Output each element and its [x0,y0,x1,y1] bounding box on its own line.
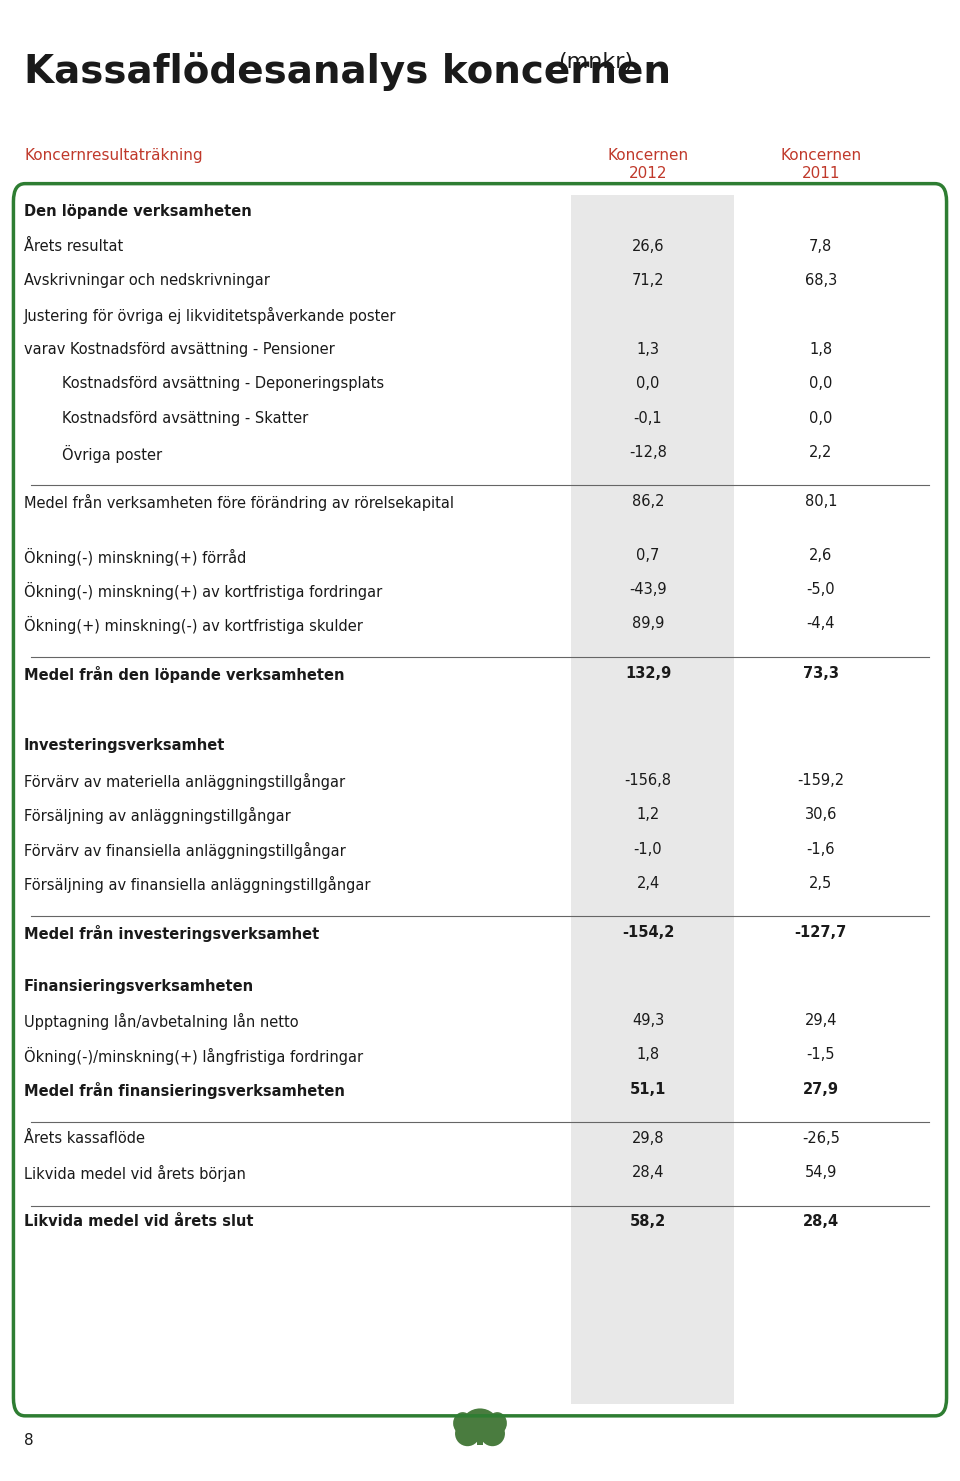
Text: 2,2: 2,2 [809,444,832,461]
Text: 89,9: 89,9 [632,616,664,631]
Text: Medel från finansieringsverksamheten: Medel från finansieringsverksamheten [24,1081,345,1099]
Text: 26,6: 26,6 [632,238,664,253]
Text: 80,1: 80,1 [804,495,837,509]
Text: Årets kassaflöde: Årets kassaflöde [24,1131,145,1146]
Text: Övriga poster: Övriga poster [62,444,162,464]
Text: Ökning(-) minskning(+) förråd: Ökning(-) minskning(+) förråd [24,548,247,566]
Text: Den löpande verksamheten: Den löpande verksamheten [24,204,252,219]
Text: Medel från investeringsverksamhet: Medel från investeringsverksamhet [24,926,320,942]
Text: 68,3: 68,3 [804,273,837,289]
Text: varav Kostnadsförd avsättning - Pensioner: varav Kostnadsförd avsättning - Pensione… [24,342,335,357]
Text: 132,9: 132,9 [625,665,671,681]
Text: 29,8: 29,8 [632,1131,664,1146]
Text: 86,2: 86,2 [632,495,664,509]
Text: Koncernen
2012: Koncernen 2012 [608,148,688,181]
Text: 58,2: 58,2 [630,1214,666,1229]
Text: 27,9: 27,9 [803,1081,839,1097]
Text: Medel från den löpande verksamheten: Medel från den löpande verksamheten [24,665,345,683]
Text: Förvärv av materiella anläggningstillgångar: Förvärv av materiella anläggningstillgån… [24,773,346,789]
FancyBboxPatch shape [571,195,734,1404]
Text: 29,4: 29,4 [804,1013,837,1028]
Text: Koncernen
2011: Koncernen 2011 [780,148,861,181]
Text: 28,4: 28,4 [632,1166,664,1180]
Ellipse shape [462,1408,498,1441]
Bar [477,1431,483,1445]
Text: 49,3: 49,3 [632,1013,664,1028]
Text: 2,4: 2,4 [636,875,660,892]
Text: Kassaflödesanalys koncernen: Kassaflödesanalys koncernen [24,52,684,90]
Text: -1,5: -1,5 [806,1047,835,1062]
Text: -12,8: -12,8 [629,444,667,461]
Text: 2,6: 2,6 [809,548,832,563]
Text: Likvida medel vid årets slut: Likvida medel vid årets slut [24,1214,253,1229]
Text: 30,6: 30,6 [804,807,837,822]
Text: -5,0: -5,0 [806,582,835,597]
Text: -1,0: -1,0 [634,841,662,856]
Text: Försäljning av anläggningstillgångar: Försäljning av anläggningstillgångar [24,807,291,823]
Text: Årets resultat: Årets resultat [24,238,123,253]
Text: Ökning(+) minskning(-) av kortfristiga skulder: Ökning(+) minskning(-) av kortfristiga s… [24,616,363,634]
Text: Likvida medel vid årets början: Likvida medel vid årets början [24,1166,246,1182]
Text: 0,0: 0,0 [809,410,832,425]
Text: Försäljning av finansiella anläggningstillgångar: Försäljning av finansiella anläggningsti… [24,875,371,893]
Text: Kostnadsförd avsättning - Deponeringsplats: Kostnadsförd avsättning - Deponeringspla… [62,376,385,391]
Text: Förvärv av finansiella anläggningstillgångar: Förvärv av finansiella anläggningstillgå… [24,841,346,859]
Text: -154,2: -154,2 [622,926,674,940]
Text: 73,3: 73,3 [803,665,839,681]
Text: (mnkr): (mnkr) [558,52,633,73]
Text: 1,8: 1,8 [809,342,832,357]
Text: Kostnadsförd avsättning - Skatter: Kostnadsförd avsättning - Skatter [62,410,309,425]
Text: Investeringsverksamhet: Investeringsverksamhet [24,739,226,754]
Text: Ökning(-) minskning(+) av kortfristiga fordringar: Ökning(-) minskning(+) av kortfristiga f… [24,582,382,600]
Ellipse shape [488,1413,507,1434]
Text: 7,8: 7,8 [809,238,832,253]
Ellipse shape [453,1413,472,1434]
Text: -127,7: -127,7 [795,926,847,940]
Text: 1,8: 1,8 [636,1047,660,1062]
Text: 71,2: 71,2 [632,273,664,289]
Text: 1,2: 1,2 [636,807,660,822]
Text: -26,5: -26,5 [802,1131,840,1146]
Text: Ökning(-)/minskning(+) långfristiga fordringar: Ökning(-)/minskning(+) långfristiga ford… [24,1047,363,1065]
Text: 8: 8 [24,1434,34,1448]
Text: -43,9: -43,9 [629,582,667,597]
Ellipse shape [455,1422,480,1445]
Text: 54,9: 54,9 [804,1166,837,1180]
Text: 2,5: 2,5 [809,875,832,892]
Text: 0,0: 0,0 [636,376,660,391]
Text: Medel från verksamheten före förändring av rörelsekapital: Medel från verksamheten före förändring … [24,495,454,511]
Text: 51,1: 51,1 [630,1081,666,1097]
Text: Upptagning lån/avbetalning lån netto: Upptagning lån/avbetalning lån netto [24,1013,299,1029]
Text: 0,0: 0,0 [809,376,832,391]
Ellipse shape [480,1422,505,1445]
Text: 1,3: 1,3 [636,342,660,357]
Text: -156,8: -156,8 [625,773,671,788]
Text: -159,2: -159,2 [797,773,845,788]
Text: Justering för övriga ej likviditetspåverkande poster: Justering för övriga ej likviditetspåver… [24,308,396,324]
Text: Koncernresultaträkning: Koncernresultaträkning [24,148,203,163]
Text: Finansieringsverksamheten: Finansieringsverksamheten [24,979,254,994]
Text: -4,4: -4,4 [806,616,835,631]
Text: -0,1: -0,1 [634,410,662,425]
Text: -1,6: -1,6 [806,841,835,856]
Text: Avskrivningar och nedskrivningar: Avskrivningar och nedskrivningar [24,273,270,289]
Text: 0,7: 0,7 [636,548,660,563]
Text: 28,4: 28,4 [803,1214,839,1229]
